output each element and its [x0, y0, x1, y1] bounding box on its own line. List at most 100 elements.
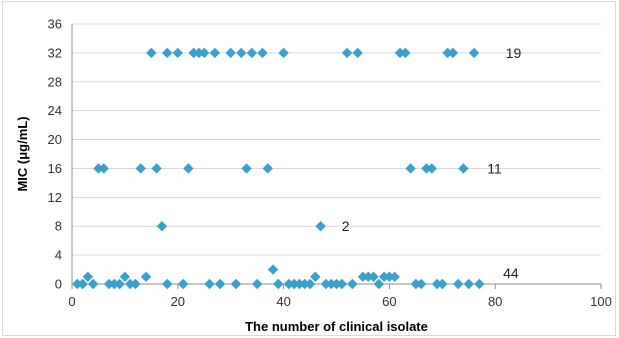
data-point [458, 163, 469, 174]
data-point [87, 278, 99, 290]
data-point [341, 47, 353, 59]
data-point [310, 271, 321, 282]
y-tick-label: 32 [48, 45, 62, 60]
y-tick-label: 4 [55, 248, 62, 263]
data-point [177, 278, 189, 290]
data-point [442, 47, 453, 59]
data-point [114, 278, 125, 290]
data-point [162, 278, 173, 290]
data-point [278, 47, 289, 59]
count-annotation: 11 [487, 160, 502, 176]
data-point [267, 264, 279, 275]
data-point [230, 278, 242, 290]
data-point [72, 278, 83, 290]
gridlines [72, 23, 601, 256]
data-point [315, 221, 326, 232]
data-point [421, 163, 432, 174]
data-point [77, 278, 88, 290]
data-point [304, 278, 316, 290]
y-tick-label: 20 [48, 132, 62, 147]
data-point [135, 163, 146, 174]
count-annotations: 19 11 2 44 [342, 45, 522, 281]
y-axis-title: MIC (μg/mL) [15, 116, 30, 191]
count-annotation: 44 [503, 265, 519, 281]
data-point [146, 47, 157, 59]
data-point [363, 271, 374, 282]
data-point [214, 278, 226, 290]
y-tick-label: 36 [48, 17, 62, 32]
y-tick-label: 8 [55, 219, 62, 234]
data-point [283, 278, 295, 290]
count-annotation: 19 [506, 45, 522, 61]
data-point [98, 163, 109, 174]
data-point [93, 163, 104, 174]
y-tick-label: 16 [48, 161, 62, 176]
data-point [357, 271, 369, 282]
data-point [431, 278, 443, 290]
y-tick-label: 12 [48, 190, 62, 205]
data-point [193, 47, 205, 59]
data-point [320, 278, 332, 290]
y-tick-labels: 0 4 8 12 16 20 24 28 32 36 [48, 17, 62, 292]
x-tick-label: 80 [488, 294, 502, 309]
data-point [368, 271, 379, 282]
data-point [251, 278, 263, 290]
data-point [447, 47, 459, 59]
data-point [326, 278, 337, 290]
data-point [257, 47, 268, 59]
data-point [199, 47, 210, 59]
data-point [405, 163, 416, 174]
data-point [384, 271, 395, 282]
data-point [246, 47, 258, 59]
x-tick-label: 60 [382, 294, 396, 309]
data-point [400, 47, 411, 59]
axes [71, 24, 602, 289]
count-annotation: 2 [342, 218, 350, 234]
data-point [468, 47, 480, 59]
data-point [241, 163, 252, 174]
data-point [172, 47, 183, 59]
data-point [151, 163, 162, 174]
x-tick-label: 0 [68, 294, 75, 309]
data-point [347, 278, 358, 290]
data-point [188, 47, 199, 59]
data-point [82, 271, 94, 282]
data-point [225, 47, 236, 59]
y-tick-label: 0 [55, 277, 62, 292]
data-point [378, 271, 390, 282]
data-point [474, 278, 485, 290]
data-point [273, 278, 284, 290]
data-point [288, 278, 300, 290]
data-point [183, 163, 194, 174]
data-point [209, 47, 221, 59]
x-tick-label: 20 [171, 294, 185, 309]
data-point [109, 278, 120, 290]
data-point [124, 278, 136, 290]
data-point [336, 278, 347, 290]
data-point [437, 278, 448, 290]
x-tick-label: 100 [590, 294, 612, 309]
data-point [103, 278, 115, 290]
data-point [262, 163, 273, 174]
data-point [331, 278, 342, 290]
data-point [294, 278, 305, 290]
data-point [236, 47, 247, 59]
data-point [156, 221, 168, 232]
data-point [373, 278, 385, 290]
x-tick-label: 40 [276, 294, 290, 309]
data-points [72, 47, 485, 290]
data-point [130, 278, 141, 290]
data-point [389, 271, 400, 282]
y-tick-label: 28 [48, 74, 62, 89]
data-point [299, 278, 310, 290]
y-tick-label: 24 [48, 103, 62, 118]
x-axis-title: The number of clinical isolate [245, 319, 428, 334]
data-point [426, 163, 437, 174]
data-point [140, 271, 152, 282]
data-point [352, 47, 363, 59]
data-point [394, 47, 406, 59]
data-point [415, 278, 427, 290]
data-point [463, 278, 474, 290]
data-point [162, 47, 173, 59]
